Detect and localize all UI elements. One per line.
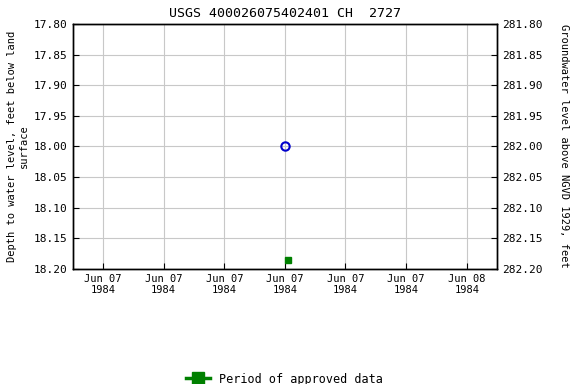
- Y-axis label: Groundwater level above NGVD 1929, feet: Groundwater level above NGVD 1929, feet: [559, 25, 569, 268]
- Title: USGS 400026075402401 CH  2727: USGS 400026075402401 CH 2727: [169, 7, 401, 20]
- Legend: Period of approved data: Period of approved data: [181, 368, 388, 384]
- Y-axis label: Depth to water level, feet below land
surface: Depth to water level, feet below land su…: [7, 31, 29, 262]
